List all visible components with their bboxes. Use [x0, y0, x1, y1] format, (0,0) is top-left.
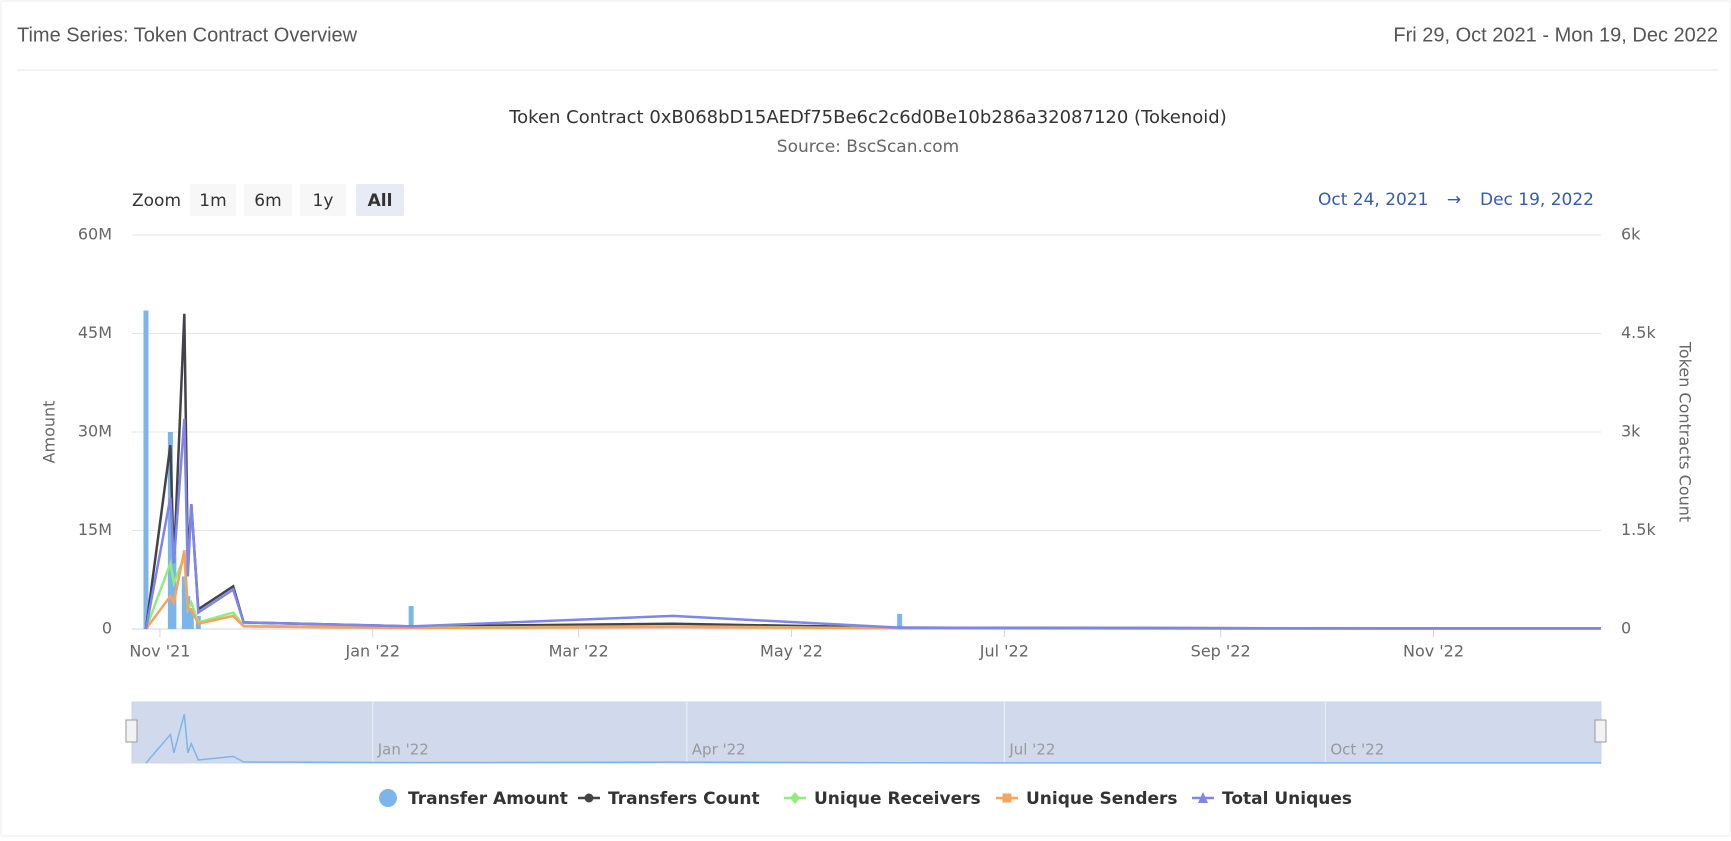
legend-label[interactable]: Transfers Count	[608, 789, 760, 809]
y2-tick-label: 3k	[1621, 422, 1641, 441]
navigator-handle-left[interactable]	[125, 719, 138, 743]
x-tick-label: Sep '22	[1191, 642, 1251, 661]
legend-marker	[379, 789, 397, 807]
series-line	[144, 556, 1601, 630]
legend-marker	[584, 793, 594, 803]
y-axis-title: Amount	[40, 401, 59, 464]
y2-tick-label: 6k	[1621, 225, 1641, 244]
legend-label[interactable]: Transfer Amount	[408, 789, 568, 809]
bar	[171, 550, 177, 629]
bar	[167, 432, 173, 629]
header-date-range: Fri 29, Oct 2021 - Mon 19, Dec 2022	[1393, 24, 1718, 46]
legend-item[interactable]: Transfer Amount	[379, 789, 568, 809]
range-to[interactable]: Dec 19, 2022	[1480, 190, 1594, 210]
navigator-tick-label: Jul '22	[1008, 741, 1055, 759]
series-line	[144, 549, 1601, 630]
legend-marker	[790, 792, 800, 804]
zoom-label: Zoom	[132, 191, 181, 211]
x-tick-label: May '22	[760, 642, 823, 661]
header-title: Time Series: Token Contract Overview	[17, 24, 358, 46]
x-tick-label: Nov '21	[129, 642, 190, 661]
zoom-button-label[interactable]: All	[368, 191, 393, 211]
zoom-button[interactable]	[356, 184, 404, 216]
bar	[408, 606, 414, 629]
legend-item[interactable]: Unique Receivers	[784, 789, 981, 809]
zoom-button-label[interactable]: 1m	[199, 191, 226, 211]
navigator-line	[145, 714, 1601, 764]
x-tick-label: Jan '22	[345, 642, 401, 661]
bar	[143, 310, 149, 629]
navigator-tick-label: Jan '22	[377, 741, 429, 759]
zoom-button-label[interactable]: 1y	[313, 191, 334, 211]
y-tick-label: 30M	[78, 422, 112, 441]
chart-title: Token Contract 0xB068bD15AEDf75Be6c2c6d0…	[508, 107, 1227, 128]
legend-label[interactable]: Total Uniques	[1222, 789, 1352, 809]
range-arrow: →	[1447, 190, 1461, 210]
y-tick-label: 60M	[78, 225, 112, 244]
y-tick-label: 0	[102, 619, 112, 638]
navigator-tick-label: Oct '22	[1330, 741, 1384, 759]
x-tick-label: Mar '22	[549, 642, 609, 661]
bar	[188, 609, 194, 629]
y-tick-label: 15M	[78, 520, 112, 539]
navigator-tick-label: Apr '22	[692, 741, 746, 759]
y2-tick-label: 0	[1621, 619, 1631, 638]
chart-subtitle: Source: BscScan.com	[777, 137, 959, 157]
range-from[interactable]: Oct 24, 2021	[1318, 190, 1429, 210]
bar	[185, 596, 191, 629]
navigator-handle-right[interactable]	[1594, 719, 1607, 743]
zoom-button[interactable]	[190, 184, 236, 216]
y-tick-label: 45M	[78, 323, 112, 342]
series-line	[144, 313, 1601, 630]
bar	[897, 613, 903, 629]
legend-marker	[1002, 793, 1012, 803]
x-tick-label: Nov '22	[1403, 642, 1464, 661]
series-line	[144, 418, 1601, 630]
y2-axis-title: Token Contracts Count	[1676, 341, 1695, 522]
legend-label[interactable]: Unique Senders	[1026, 789, 1178, 809]
zoom-button-label[interactable]: 6m	[254, 191, 281, 211]
x-tick-label: Jul '22	[979, 642, 1029, 661]
bar	[181, 576, 187, 629]
legend-item[interactable]: Transfers Count	[578, 789, 760, 809]
y2-tick-label: 1.5k	[1621, 520, 1656, 539]
legend-item[interactable]: Total Uniques	[1192, 789, 1352, 809]
zoom-button[interactable]	[244, 184, 292, 216]
legend-marker	[1198, 792, 1208, 803]
y2-tick-label: 4.5k	[1621, 323, 1656, 342]
legend-label[interactable]: Unique Receivers	[814, 789, 981, 809]
zoom-button[interactable]	[300, 184, 346, 216]
legend-item[interactable]: Unique Senders	[996, 789, 1178, 809]
